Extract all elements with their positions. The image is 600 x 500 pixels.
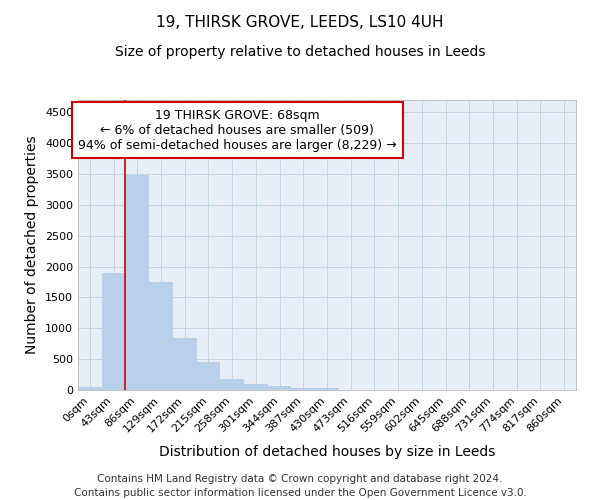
- Bar: [78, 387, 102, 390]
- Bar: [220, 379, 244, 390]
- Bar: [125, 176, 149, 390]
- Text: Size of property relative to detached houses in Leeds: Size of property relative to detached ho…: [115, 45, 485, 59]
- Bar: [292, 388, 315, 390]
- Text: 19, THIRSK GROVE, LEEDS, LS10 4UH: 19, THIRSK GROVE, LEEDS, LS10 4UH: [156, 15, 444, 30]
- Text: 19 THIRSK GROVE: 68sqm
← 6% of detached houses are smaller (509)
94% of semi-det: 19 THIRSK GROVE: 68sqm ← 6% of detached …: [78, 108, 397, 152]
- Bar: [244, 384, 268, 390]
- Y-axis label: Number of detached properties: Number of detached properties: [25, 136, 40, 354]
- Bar: [173, 338, 197, 390]
- Bar: [102, 273, 125, 390]
- Bar: [197, 362, 220, 390]
- Bar: [149, 282, 173, 390]
- X-axis label: Distribution of detached houses by size in Leeds: Distribution of detached houses by size …: [159, 445, 495, 459]
- Bar: [268, 386, 292, 390]
- Bar: [315, 388, 339, 390]
- Text: Contains HM Land Registry data © Crown copyright and database right 2024.
Contai: Contains HM Land Registry data © Crown c…: [74, 474, 526, 498]
